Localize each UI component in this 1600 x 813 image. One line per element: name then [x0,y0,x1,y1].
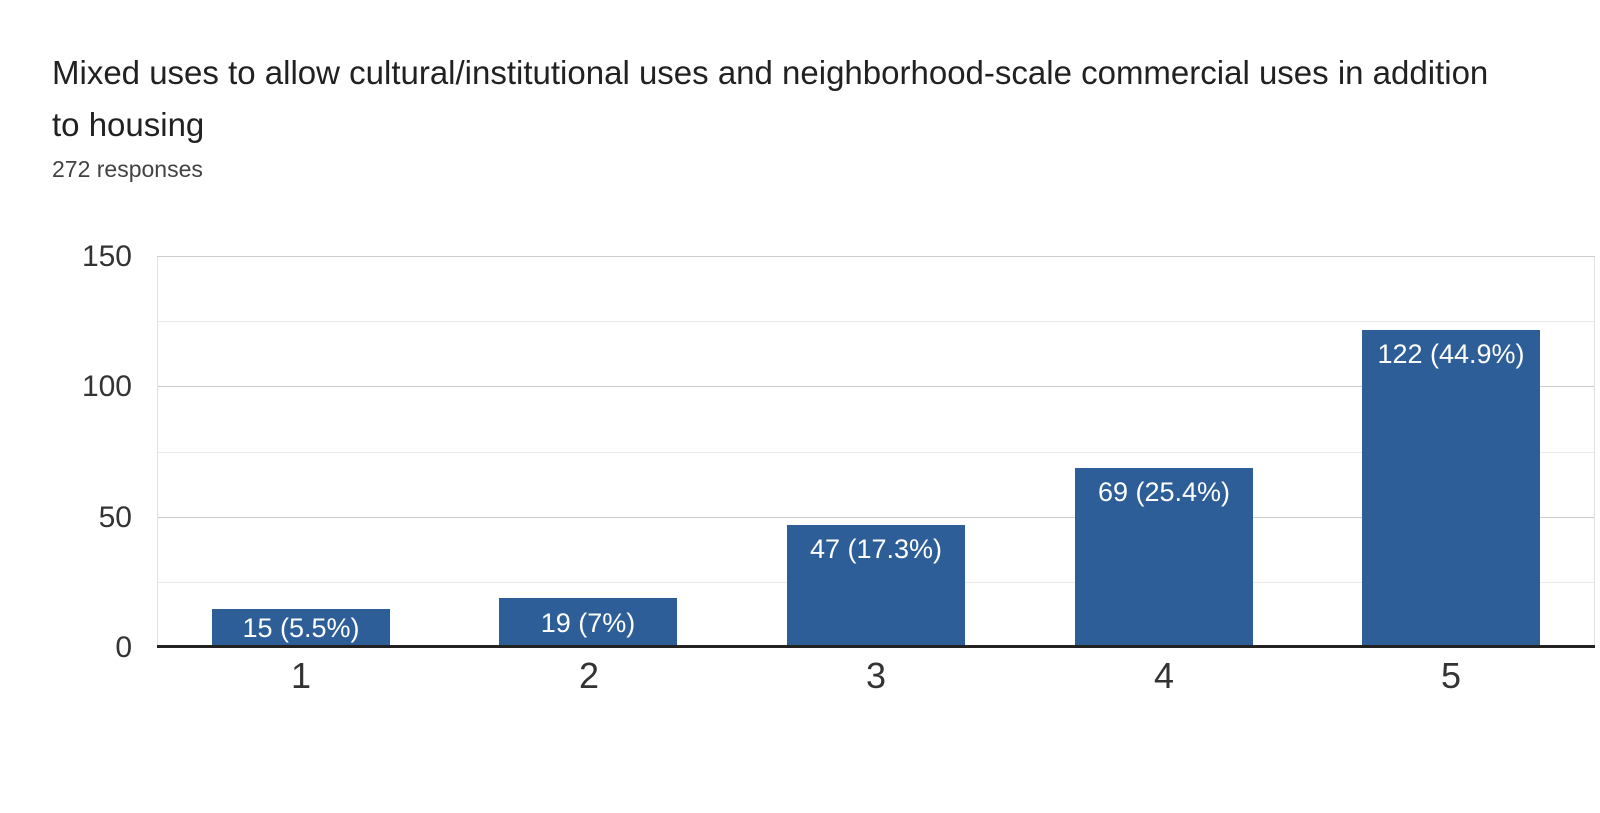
bar-value-label: 122 (44.9%) [1377,339,1525,369]
bar-5[interactable]: 122 (44.9%) [1362,330,1540,648]
bar-value-label: 19 (7%) [540,608,636,638]
plot-right-border [1594,257,1595,648]
bar-3[interactable]: 47 (17.3%) [787,525,965,648]
bar-2[interactable]: 19 (7%) [499,598,677,648]
y-tick-label: 0 [115,631,132,664]
x-category-label: 4 [1153,655,1175,696]
bar-1[interactable]: 15 (5.5%) [212,609,390,648]
minor-gridline [157,452,1595,453]
plot-area: 15 (5.5%) 19 (7%) 47 (17.3%) 69 (25.4%) 122 … [157,256,1595,648]
y-tick-label: 150 [81,240,132,273]
y-tick-label: 50 [98,501,132,534]
y-tick-label: 100 [81,370,132,403]
major-gridline [157,517,1595,518]
bar-4[interactable]: 69 (25.4%) [1075,468,1253,648]
bar-value-label: 69 (25.4%) [1097,477,1231,507]
bar-value-label: 47 (17.3%) [809,534,943,564]
response-count: 272 responses [52,156,203,182]
x-category-label: 1 [290,655,312,696]
x-category-label: 3 [865,655,887,696]
plot-left-border [157,257,158,648]
x-category-label: 5 [1440,655,1462,696]
major-gridline [157,386,1595,387]
minor-gridline [157,321,1595,322]
x-axis-line [157,645,1595,648]
bar-value-label: 15 (5.5%) [242,613,360,643]
question-title: Mixed uses to allow cultural/institution… [52,54,1489,143]
x-category-label: 2 [578,655,600,696]
major-gridline [157,256,1595,257]
